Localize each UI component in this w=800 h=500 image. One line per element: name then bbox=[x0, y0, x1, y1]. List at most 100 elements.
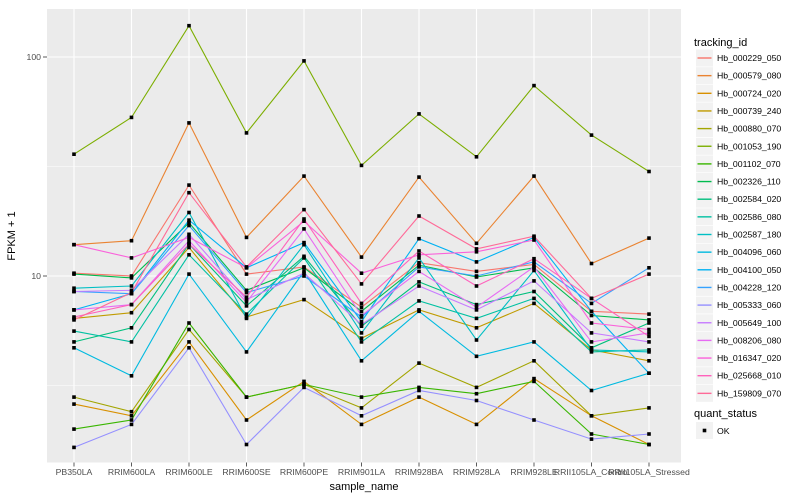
data-point-marker bbox=[359, 309, 364, 314]
data-point-marker bbox=[302, 274, 306, 278]
data-point-marker bbox=[72, 329, 76, 333]
data-point-marker bbox=[187, 346, 191, 350]
data-point-marker bbox=[532, 379, 536, 384]
data-point-marker bbox=[187, 183, 191, 187]
data-point-marker bbox=[359, 395, 364, 399]
data-point-marker bbox=[474, 247, 479, 251]
x-tick-label: RRII105LA_Control bbox=[554, 467, 629, 477]
legend-label: Hb_008206_080 bbox=[717, 335, 781, 345]
data-point-marker bbox=[187, 223, 191, 228]
data-point-marker bbox=[417, 260, 421, 265]
legend-label: Hb_002326_110 bbox=[717, 177, 781, 187]
data-point-marker bbox=[417, 385, 421, 390]
data-point-marker bbox=[244, 297, 249, 302]
data-point-marker bbox=[589, 432, 594, 436]
legend-label: Hb_000229_050 bbox=[717, 53, 781, 63]
data-point-marker bbox=[244, 288, 249, 293]
data-point-marker bbox=[417, 253, 421, 257]
legend-item-Hb_002586_080: Hb_002586_080 bbox=[696, 208, 781, 226]
legend-item-Hb_000229_050: Hb_000229_050 bbox=[696, 49, 781, 67]
data-point-marker bbox=[417, 395, 421, 399]
legend-label: Hb_004096_060 bbox=[717, 247, 781, 257]
data-point-marker bbox=[474, 274, 479, 278]
legend-label: Hb_025668_010 bbox=[717, 371, 781, 381]
data-point-marker bbox=[532, 234, 536, 238]
data-point-marker bbox=[647, 169, 651, 174]
data-point-marker bbox=[417, 284, 421, 288]
data-point-marker bbox=[589, 348, 594, 352]
data-point-marker bbox=[647, 331, 651, 335]
data-point-marker bbox=[359, 331, 364, 335]
x-tick-label: RRIM901LA bbox=[338, 467, 386, 477]
data-point-marker bbox=[72, 445, 76, 450]
x-tick-label: RRIM928LA bbox=[453, 467, 501, 477]
data-point-marker bbox=[129, 409, 134, 414]
data-point-marker bbox=[129, 284, 134, 288]
x-tick-label: RRIM600SE bbox=[222, 467, 270, 477]
data-point-marker bbox=[589, 296, 594, 301]
data-point-marker bbox=[474, 250, 479, 254]
data-point-marker bbox=[359, 359, 364, 363]
legend-tracking-entries: Hb_000229_050 Hb_000579_080 Hb_000724_020 H… bbox=[696, 49, 781, 402]
data-point-marker bbox=[647, 371, 651, 375]
legend-item-Hb_000880_070: Hb_000880_070 bbox=[696, 120, 781, 138]
legend-item-Hb_001053_190: Hb_001053_190 bbox=[696, 137, 781, 155]
data-point-marker bbox=[129, 374, 134, 378]
legend-title-tracking-id: tracking_id bbox=[694, 37, 747, 49]
data-point-marker bbox=[647, 327, 651, 332]
data-point-marker bbox=[129, 340, 134, 344]
x-axis-title: sample_name bbox=[329, 481, 398, 493]
data-point-marker bbox=[532, 174, 536, 178]
data-point-marker bbox=[532, 376, 536, 381]
data-point-marker bbox=[302, 227, 306, 231]
legend-label: Hb_159809_070 bbox=[717, 388, 781, 398]
data-point-marker bbox=[359, 319, 364, 324]
data-point-marker bbox=[187, 238, 191, 243]
data-point-marker bbox=[532, 340, 536, 344]
legend-label: Hb_002586_080 bbox=[717, 212, 781, 222]
data-point-marker bbox=[647, 312, 651, 316]
data-point-marker bbox=[474, 338, 479, 342]
data-point-marker bbox=[129, 418, 134, 422]
x-tick-label: RRII105LA_Stressed bbox=[608, 467, 690, 477]
data-point-marker bbox=[72, 152, 76, 156]
data-point-marker bbox=[244, 316, 249, 321]
data-point-marker bbox=[129, 326, 134, 330]
data-point-marker bbox=[589, 309, 594, 314]
data-point-marker bbox=[474, 155, 479, 159]
data-point-marker bbox=[129, 310, 134, 315]
data-point-marker bbox=[532, 289, 536, 294]
legend-label: Hb_004228_120 bbox=[717, 282, 781, 292]
data-point-marker bbox=[589, 313, 594, 318]
data-point-marker bbox=[417, 175, 421, 179]
data-point-marker bbox=[302, 174, 306, 178]
data-point-marker bbox=[302, 385, 306, 390]
data-point-marker bbox=[359, 301, 364, 306]
data-point-marker bbox=[532, 83, 536, 88]
data-point-marker bbox=[417, 214, 421, 218]
legend-item-Hb_008206_080: Hb_008206_080 bbox=[696, 331, 781, 349]
data-point-marker bbox=[72, 286, 76, 290]
x-tick-label: PB350LA bbox=[56, 467, 93, 477]
data-point-marker bbox=[302, 271, 306, 275]
data-point-marker bbox=[532, 238, 536, 242]
data-point-marker bbox=[359, 271, 364, 275]
data-point-marker bbox=[474, 391, 479, 396]
x-axis-tick-labels: PB350LA RRIM600LA RRIM600LE RRIM600SE RRIM60… bbox=[56, 467, 690, 477]
data-point-marker bbox=[417, 361, 421, 365]
data-point-marker bbox=[359, 313, 364, 318]
data-point-marker bbox=[72, 242, 76, 247]
data-point-marker bbox=[302, 207, 306, 212]
legend-label: Hb_000579_080 bbox=[717, 71, 781, 81]
x-tick-label: RRIM928BA bbox=[395, 467, 443, 477]
data-point-marker bbox=[359, 163, 364, 168]
data-point-marker bbox=[417, 236, 421, 241]
legend-item-Hb_016347_020: Hb_016347_020 bbox=[696, 349, 781, 367]
x-tick-label: RRIM600LE bbox=[165, 467, 213, 477]
data-point-marker bbox=[647, 321, 651, 325]
data-point-marker bbox=[244, 350, 249, 354]
ok-square-marker-icon bbox=[702, 428, 707, 433]
data-point-marker bbox=[359, 322, 364, 327]
y-tick-label-10: 10 bbox=[31, 271, 41, 281]
data-point-marker bbox=[532, 279, 536, 283]
